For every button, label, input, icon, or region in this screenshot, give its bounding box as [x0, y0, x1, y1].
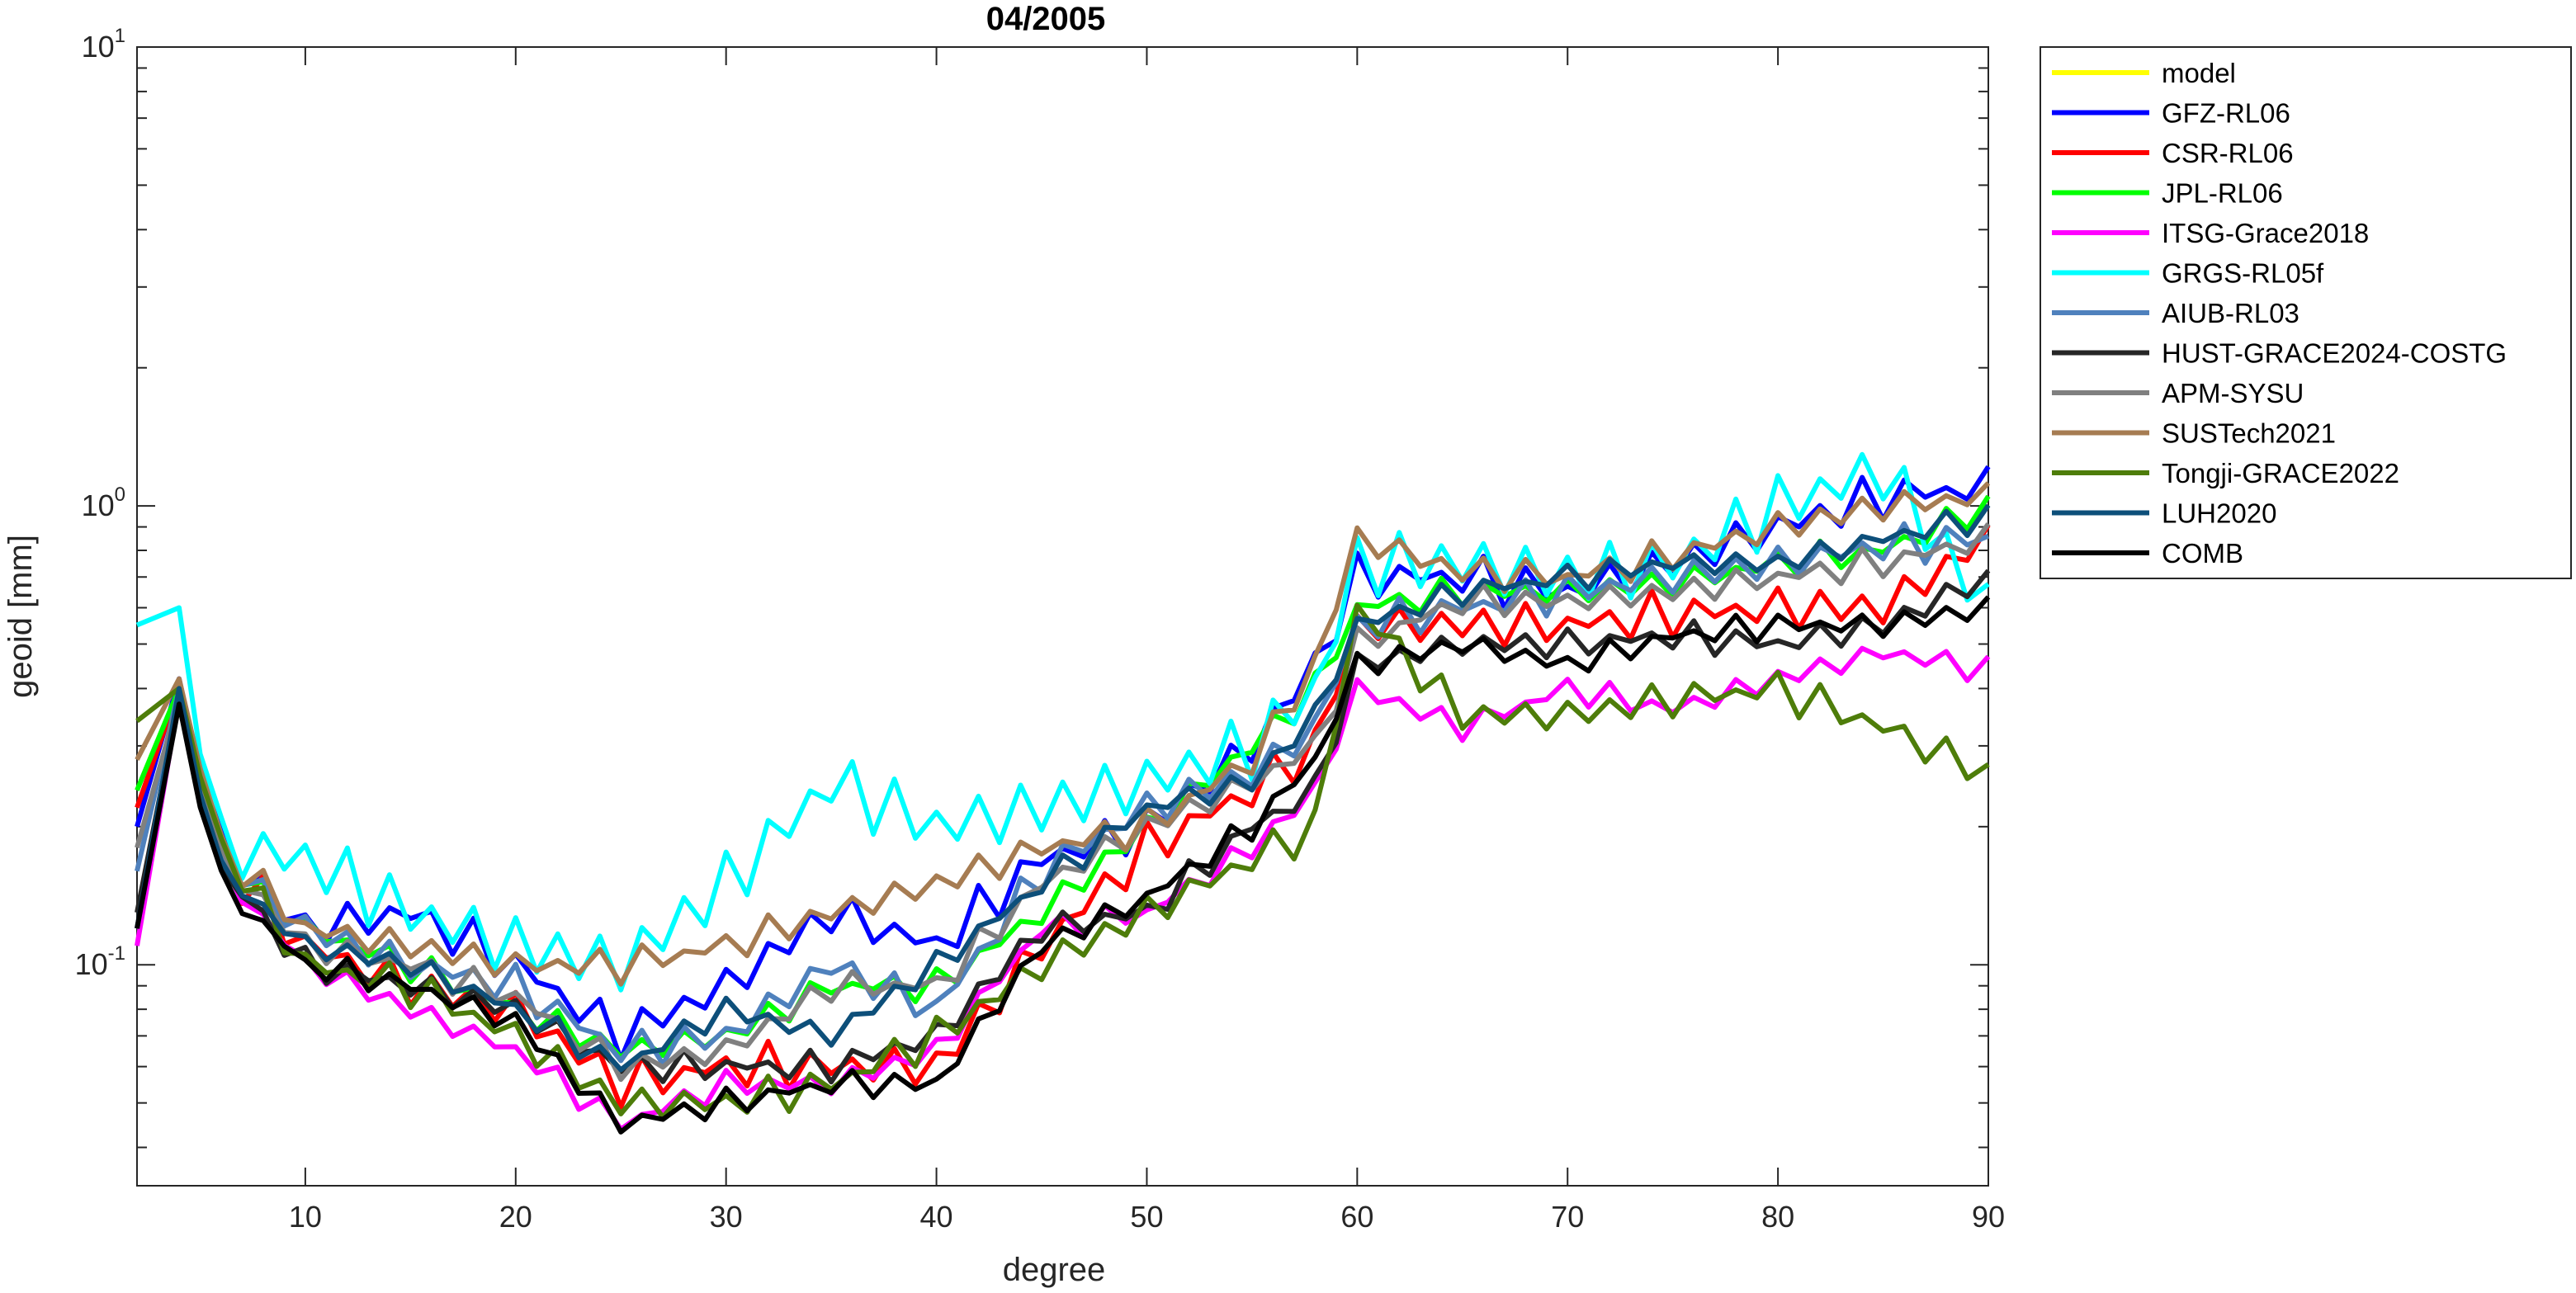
y-tick-label: 10-1 [75, 942, 125, 981]
legend-label: GRGS-RL05f [2162, 258, 2324, 289]
x-axis-label: degree [1003, 1252, 1106, 1288]
x-tick-label: 50 [1130, 1200, 1163, 1234]
legend-label: LUH2020 [2162, 498, 2276, 529]
chart-title: 04/2005 [986, 1, 1106, 37]
legend-label: COMB [2162, 538, 2243, 569]
x-tick-label: 70 [1551, 1200, 1584, 1234]
series-line [135, 481, 1991, 987]
legend-label: JPL-RL06 [2162, 178, 2283, 209]
legend-label: APM-SYSU [2162, 378, 2304, 408]
legend-label: Tongji-GRACE2022 [2162, 458, 2399, 488]
legend-label: GFZ-RL06 [2162, 98, 2290, 129]
legend-label: CSR-RL06 [2162, 138, 2294, 168]
legend-label: ITSG-Grace2018 [2162, 218, 2369, 248]
y-axis-label: geoid [mm] [2, 535, 39, 698]
x-tick-label: 80 [1761, 1200, 1794, 1234]
legend-label: HUST-GRACE2024-COSTG [2162, 338, 2507, 369]
legend-label: SUSTech2021 [2162, 418, 2336, 449]
y-tick-label: 100 [82, 484, 125, 522]
x-tick-label: 30 [710, 1200, 743, 1234]
x-tick-label: 90 [1972, 1200, 2005, 1234]
x-tick-label: 60 [1340, 1200, 1373, 1234]
series-layer [135, 451, 1991, 1135]
series-line [135, 503, 1991, 1073]
x-tick-label: 20 [499, 1200, 532, 1234]
series-line [135, 595, 1991, 1135]
x-tick-label: 10 [289, 1200, 322, 1234]
legend-label: AIUB-RL03 [2162, 298, 2299, 328]
y-tick-label: 101 [82, 25, 125, 64]
x-tick-label: 40 [920, 1200, 953, 1234]
legend-label: model [2162, 58, 2236, 88]
axis-ticks: 10 20 30 40 50 60 70 80 90 10-1 100 101 [75, 25, 2005, 1234]
series-line [135, 521, 1990, 1067]
legend: model GFZ-RL06 CSR-RL06 JPL-RL06 ITSG-Grace2… [2040, 46, 2572, 579]
